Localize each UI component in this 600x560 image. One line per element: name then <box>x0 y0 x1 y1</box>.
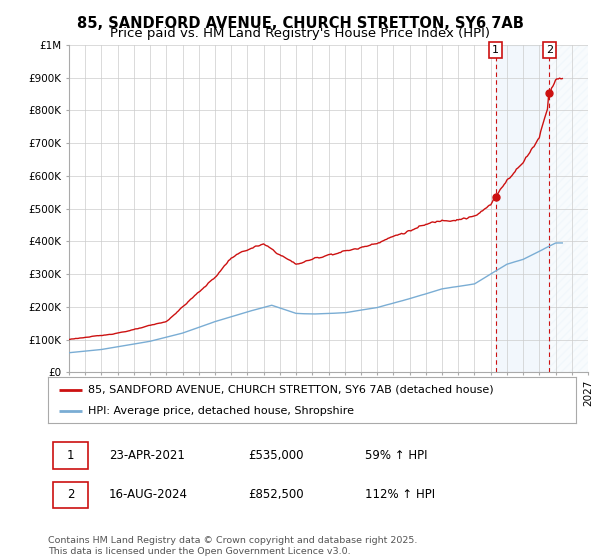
Text: 1: 1 <box>67 449 74 462</box>
Text: 1: 1 <box>492 45 499 55</box>
Text: HPI: Average price, detached house, Shropshire: HPI: Average price, detached house, Shro… <box>88 407 353 416</box>
Text: £852,500: £852,500 <box>248 488 304 501</box>
Text: 59% ↑ HPI: 59% ↑ HPI <box>365 449 427 462</box>
Bar <box>550 45 588 372</box>
FancyBboxPatch shape <box>53 442 88 469</box>
Bar <box>496 45 550 372</box>
Text: 23-APR-2021: 23-APR-2021 <box>109 449 185 462</box>
Text: Price paid vs. HM Land Registry's House Price Index (HPI): Price paid vs. HM Land Registry's House … <box>110 27 490 40</box>
Text: £535,000: £535,000 <box>248 449 304 462</box>
Text: 2: 2 <box>546 45 553 55</box>
Text: 85, SANDFORD AVENUE, CHURCH STRETTON, SY6 7AB (detached house): 85, SANDFORD AVENUE, CHURCH STRETTON, SY… <box>88 385 493 395</box>
Text: 2: 2 <box>67 488 74 501</box>
Text: 112% ↑ HPI: 112% ↑ HPI <box>365 488 435 501</box>
Text: 85, SANDFORD AVENUE, CHURCH STRETTON, SY6 7AB: 85, SANDFORD AVENUE, CHURCH STRETTON, SY… <box>77 16 523 31</box>
Text: 16-AUG-2024: 16-AUG-2024 <box>109 488 188 501</box>
FancyBboxPatch shape <box>53 482 88 507</box>
Text: Contains HM Land Registry data © Crown copyright and database right 2025.
This d: Contains HM Land Registry data © Crown c… <box>48 536 418 556</box>
